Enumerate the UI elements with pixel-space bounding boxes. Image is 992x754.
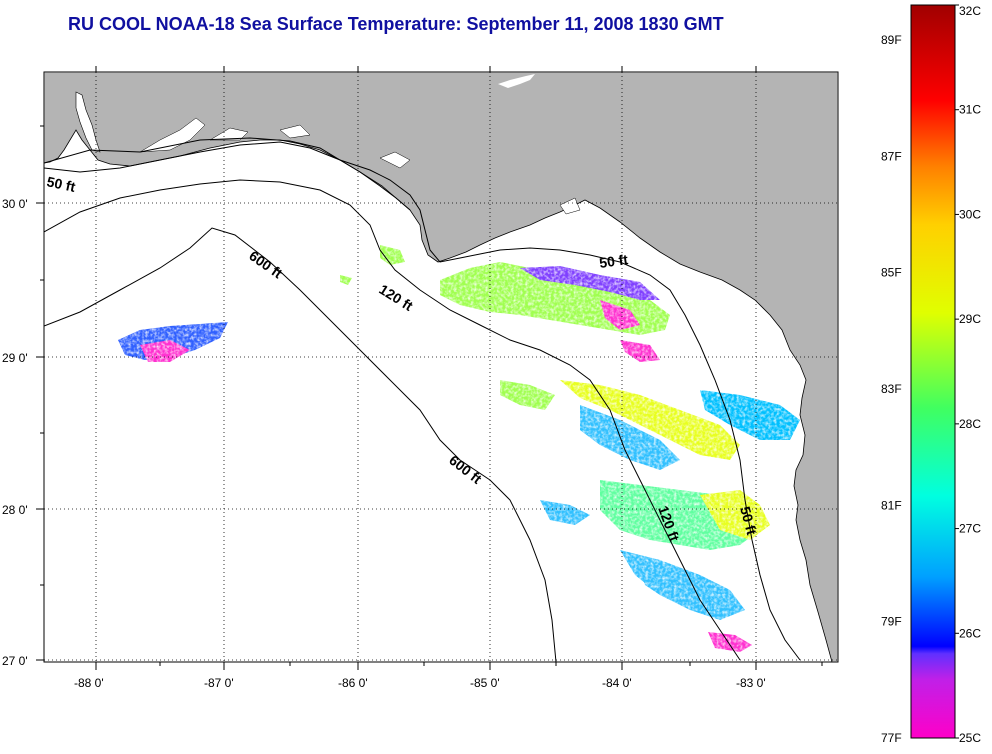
graticule <box>44 72 838 662</box>
lon-tick-label: -88 0' <box>74 676 104 690</box>
inland-lakes <box>498 74 535 88</box>
lon-tick-label: -84 0' <box>602 676 632 690</box>
sst-data <box>118 245 800 652</box>
lat-tick-label: 27 0' <box>2 654 28 668</box>
panhandle-bays <box>139 117 581 215</box>
bathymetry-contours <box>44 137 801 662</box>
contour-120ft <box>44 179 741 661</box>
lat-tick-label: 28 0' <box>2 503 28 517</box>
contour-600ft <box>44 227 557 662</box>
lon-tick-label: -86 0' <box>338 676 368 690</box>
contour-coast-outline <box>44 137 411 211</box>
lat-tick-label: 30 0' <box>2 197 28 211</box>
lon-tick-label: -87 0' <box>204 676 234 690</box>
lon-tick-label: -83 0' <box>736 676 766 690</box>
contour-label-50ft-east: 50 ft <box>598 251 629 271</box>
contour-label-50ft-west: 50 ft <box>45 173 77 195</box>
contour-label-50ft-lower: 50 ft <box>737 505 760 537</box>
frame-ticks <box>36 202 757 670</box>
map-title: RU COOL NOAA-18 Sea Surface Temperature:… <box>68 14 724 34</box>
frame-minor-ticks <box>40 66 823 666</box>
lat-tick-label: 29 0' <box>2 351 28 365</box>
mobile-bay <box>75 91 101 153</box>
contour-50ft <box>44 141 801 661</box>
lon-tick-label: -85 0' <box>470 676 500 690</box>
